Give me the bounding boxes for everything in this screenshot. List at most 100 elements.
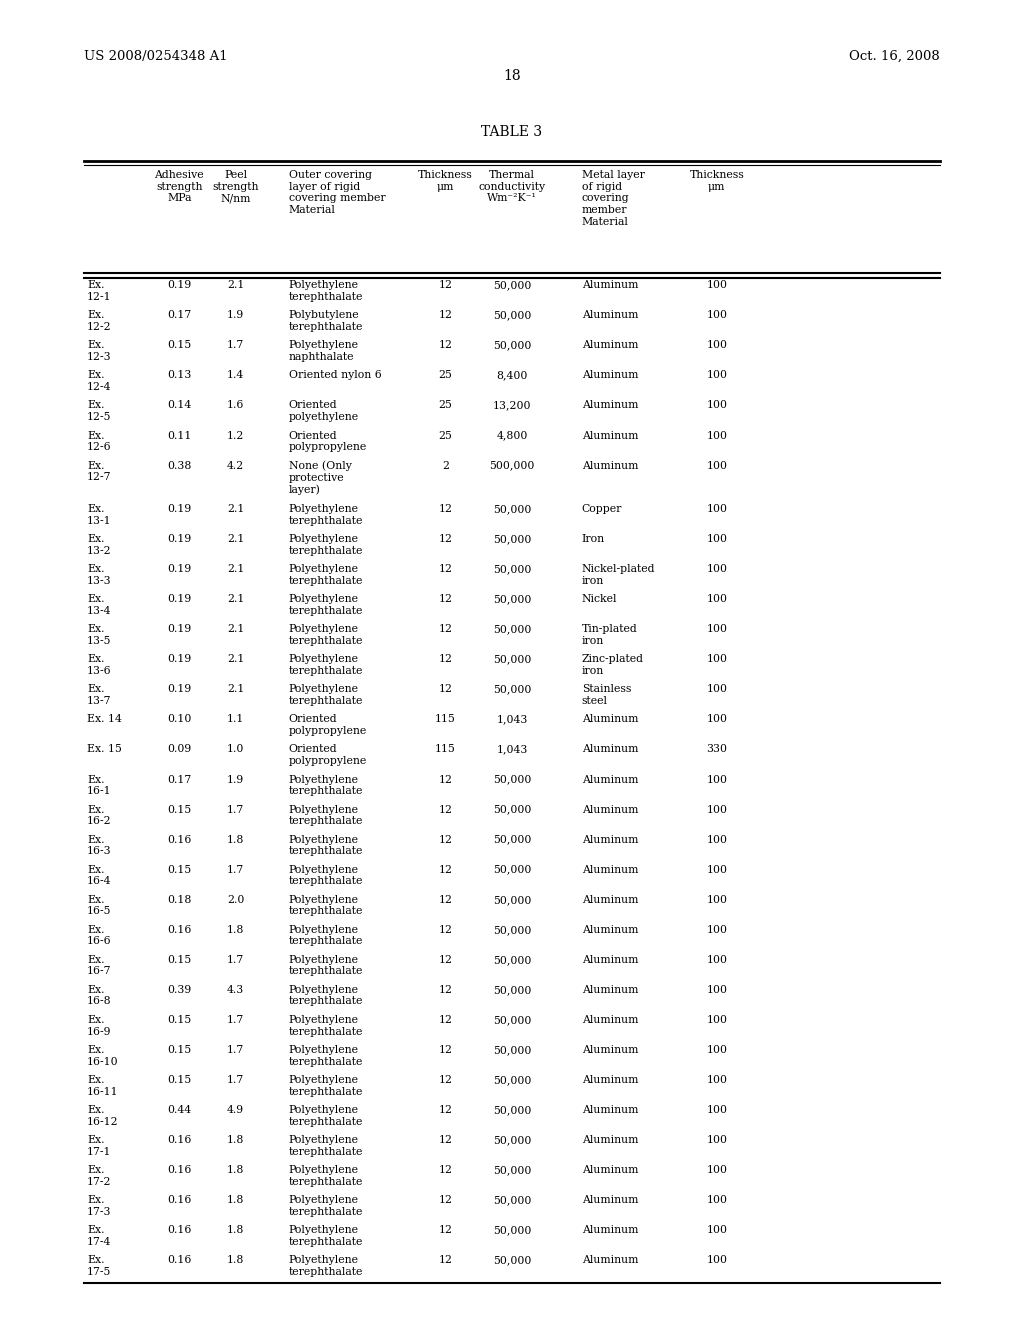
Text: 1.7: 1.7 (227, 865, 244, 875)
Text: Aluminum: Aluminum (582, 805, 638, 814)
Text: 2.1: 2.1 (227, 624, 244, 634)
Text: Polyethylene
terephthalate: Polyethylene terephthalate (289, 504, 364, 525)
Text: Polyethylene
terephthalate: Polyethylene terephthalate (289, 1196, 364, 1217)
Text: 50,000: 50,000 (493, 865, 531, 875)
Text: 12: 12 (438, 805, 453, 814)
Text: 12: 12 (438, 1225, 453, 1236)
Text: 1.8: 1.8 (227, 1166, 244, 1175)
Text: 100: 100 (707, 310, 727, 321)
Text: 100: 100 (707, 535, 727, 544)
Text: 100: 100 (707, 280, 727, 290)
Text: Polyethylene
terephthalate: Polyethylene terephthalate (289, 1015, 364, 1036)
Text: 100: 100 (707, 371, 727, 380)
Text: 0.16: 0.16 (167, 1255, 191, 1266)
Text: Polyethylene
terephthalate: Polyethylene terephthalate (289, 1045, 364, 1067)
Text: 0.19: 0.19 (167, 504, 191, 513)
Text: 100: 100 (707, 1255, 727, 1266)
Text: 100: 100 (707, 1135, 727, 1146)
Text: Polyethylene
terephthalate: Polyethylene terephthalate (289, 1225, 364, 1247)
Text: 0.19: 0.19 (167, 280, 191, 290)
Text: 0.16: 0.16 (167, 1225, 191, 1236)
Text: 1,043: 1,043 (497, 714, 527, 725)
Text: 100: 100 (707, 925, 727, 935)
Text: Aluminum: Aluminum (582, 744, 638, 755)
Text: 50,000: 50,000 (493, 655, 531, 664)
Text: 1.8: 1.8 (227, 925, 244, 935)
Text: 4.9: 4.9 (227, 1105, 244, 1115)
Text: Polyethylene
naphthalate: Polyethylene naphthalate (289, 341, 358, 362)
Text: 0.09: 0.09 (167, 744, 191, 755)
Text: 2.1: 2.1 (227, 535, 244, 544)
Text: 50,000: 50,000 (493, 310, 531, 321)
Text: Ex. 14: Ex. 14 (87, 714, 122, 725)
Text: 100: 100 (707, 1045, 727, 1055)
Text: Polyethylene
terephthalate: Polyethylene terephthalate (289, 1105, 364, 1127)
Text: Ex.
13-3: Ex. 13-3 (87, 564, 112, 586)
Text: Ex.
17-2: Ex. 17-2 (87, 1166, 112, 1187)
Text: 100: 100 (707, 1105, 727, 1115)
Text: Ex.
13-7: Ex. 13-7 (87, 684, 112, 706)
Text: Ex.
17-1: Ex. 17-1 (87, 1135, 112, 1156)
Text: Polyethylene
terephthalate: Polyethylene terephthalate (289, 985, 364, 1006)
Text: 12: 12 (438, 624, 453, 634)
Text: 2.1: 2.1 (227, 684, 244, 694)
Text: 100: 100 (707, 564, 727, 574)
Text: 2.1: 2.1 (227, 504, 244, 513)
Text: 0.16: 0.16 (167, 1196, 191, 1205)
Text: 100: 100 (707, 594, 727, 605)
Text: 50,000: 50,000 (493, 594, 531, 605)
Text: Ex.
12-5: Ex. 12-5 (87, 400, 112, 422)
Text: Copper: Copper (582, 504, 622, 513)
Text: 0.10: 0.10 (167, 714, 191, 725)
Text: 2.1: 2.1 (227, 564, 244, 574)
Text: 100: 100 (707, 461, 727, 471)
Text: Aluminum: Aluminum (582, 985, 638, 995)
Text: Polyethylene
terephthalate: Polyethylene terephthalate (289, 865, 364, 886)
Text: Ex.
16-4: Ex. 16-4 (87, 865, 112, 886)
Text: Stainless
steel: Stainless steel (582, 684, 631, 706)
Text: 100: 100 (707, 985, 727, 995)
Text: Ex.
13-5: Ex. 13-5 (87, 624, 112, 645)
Text: 12: 12 (438, 834, 453, 845)
Text: Aluminum: Aluminum (582, 775, 638, 784)
Text: 100: 100 (707, 834, 727, 845)
Text: 2.1: 2.1 (227, 594, 244, 605)
Text: Polyethylene
terephthalate: Polyethylene terephthalate (289, 624, 364, 645)
Text: Metal layer
of rigid
covering
member
Material: Metal layer of rigid covering member Mat… (582, 170, 644, 227)
Text: 2.1: 2.1 (227, 655, 244, 664)
Text: 50,000: 50,000 (493, 1196, 531, 1205)
Text: Polybutylene
terephthalate: Polybutylene terephthalate (289, 310, 364, 331)
Text: Adhesive
strength
MPa: Adhesive strength MPa (155, 170, 204, 203)
Text: 12: 12 (438, 775, 453, 784)
Text: 1.8: 1.8 (227, 1135, 244, 1146)
Text: 1.8: 1.8 (227, 1196, 244, 1205)
Text: Aluminum: Aluminum (582, 954, 638, 965)
Text: 100: 100 (707, 775, 727, 784)
Text: 12: 12 (438, 1015, 453, 1024)
Text: 12: 12 (438, 684, 453, 694)
Text: Ex.
16-10: Ex. 16-10 (87, 1045, 119, 1067)
Text: Aluminum: Aluminum (582, 371, 638, 380)
Text: 12: 12 (438, 865, 453, 875)
Text: 12: 12 (438, 895, 453, 904)
Text: 0.15: 0.15 (167, 341, 191, 350)
Text: 1.7: 1.7 (227, 341, 244, 350)
Text: Ex.
17-4: Ex. 17-4 (87, 1225, 112, 1247)
Text: 4.2: 4.2 (227, 461, 244, 471)
Text: Ex.
16-5: Ex. 16-5 (87, 895, 112, 916)
Text: 1,043: 1,043 (497, 744, 527, 755)
Text: 50,000: 50,000 (493, 535, 531, 544)
Text: Oriented
polypropylene: Oriented polypropylene (289, 714, 367, 737)
Text: Ex.
16-3: Ex. 16-3 (87, 834, 112, 857)
Text: Outer covering
layer of rigid
covering member
Material: Outer covering layer of rigid covering m… (289, 170, 385, 215)
Text: 50,000: 50,000 (493, 925, 531, 935)
Text: 1.7: 1.7 (227, 954, 244, 965)
Text: 1.4: 1.4 (227, 371, 244, 380)
Text: 0.15: 0.15 (167, 865, 191, 875)
Text: 0.15: 0.15 (167, 954, 191, 965)
Text: 50,000: 50,000 (493, 895, 531, 904)
Text: Polyethylene
terephthalate: Polyethylene terephthalate (289, 280, 364, 302)
Text: Polyethylene
terephthalate: Polyethylene terephthalate (289, 564, 364, 586)
Text: Aluminum: Aluminum (582, 714, 638, 725)
Text: Ex.
16-12: Ex. 16-12 (87, 1105, 119, 1127)
